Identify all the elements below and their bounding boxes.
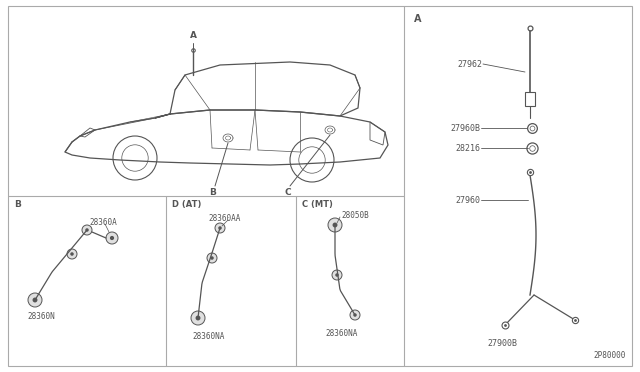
Text: 28360N: 28360N [27, 312, 55, 321]
Circle shape [333, 222, 337, 227]
Circle shape [70, 252, 74, 256]
Circle shape [85, 228, 89, 232]
Circle shape [191, 311, 205, 325]
Text: 28360NA: 28360NA [325, 329, 357, 338]
Circle shape [350, 310, 360, 320]
Circle shape [218, 226, 221, 230]
Circle shape [335, 273, 339, 277]
Circle shape [196, 315, 200, 320]
Circle shape [106, 232, 118, 244]
Circle shape [353, 313, 356, 317]
Circle shape [211, 256, 214, 260]
Text: 28360NA: 28360NA [192, 332, 225, 341]
Circle shape [207, 253, 217, 263]
Circle shape [67, 249, 77, 259]
Circle shape [215, 223, 225, 233]
Text: A: A [189, 31, 196, 40]
Text: C (MT): C (MT) [302, 200, 333, 209]
Circle shape [82, 225, 92, 235]
Text: B: B [209, 188, 216, 197]
Text: C: C [285, 188, 291, 197]
Text: 27960: 27960 [455, 196, 480, 205]
Text: 27962: 27962 [457, 60, 482, 68]
Text: 28360AA: 28360AA [208, 214, 241, 223]
Text: B: B [14, 200, 21, 209]
Circle shape [110, 236, 114, 240]
Text: D (AT): D (AT) [172, 200, 202, 209]
Text: 28050B: 28050B [341, 211, 369, 220]
Text: 2P80000: 2P80000 [594, 351, 626, 360]
Text: 27900B: 27900B [487, 339, 517, 348]
Circle shape [28, 293, 42, 307]
Circle shape [33, 298, 38, 302]
Text: A: A [414, 14, 422, 24]
Text: 28360A: 28360A [89, 218, 116, 227]
Text: 28216: 28216 [455, 144, 480, 153]
Circle shape [328, 218, 342, 232]
Bar [525, 92, 535, 106]
Circle shape [332, 270, 342, 280]
Text: 27960B: 27960B [450, 124, 480, 132]
